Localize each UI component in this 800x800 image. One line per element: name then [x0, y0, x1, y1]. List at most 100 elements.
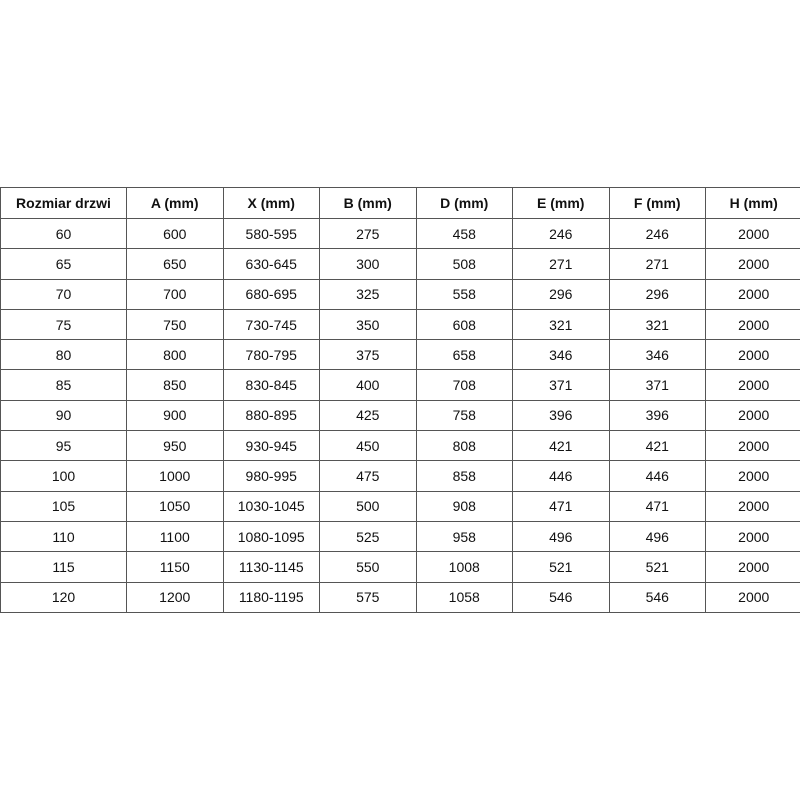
- table-cell: 1130-1145: [222, 551, 320, 583]
- table-row: 75 750 730-745 350 608 321 321 2000: [0, 308, 800, 341]
- table-cell: 1100: [126, 520, 224, 553]
- table-cell: 2000: [705, 430, 800, 462]
- table-cell: 396: [608, 399, 706, 432]
- table-cell: 580-595: [222, 217, 320, 250]
- table-cell: 65: [0, 248, 127, 280]
- table-cell: 2000: [705, 339, 800, 371]
- table-row: 115 1150 1130-1145 550 1008 521 521 2000: [0, 551, 800, 583]
- table-cell: 650: [126, 248, 224, 280]
- table-cell: 830-845: [222, 369, 320, 401]
- table-cell: 446: [512, 460, 610, 492]
- table-cell: 730-745: [222, 308, 320, 341]
- table-cell: 2000: [705, 278, 800, 310]
- table-cell: 321: [608, 308, 706, 341]
- table-cell: 371: [512, 369, 610, 401]
- table-row: 60 600 580-595 275 458 246 246 2000: [0, 217, 800, 250]
- table-cell: 1080-1095: [222, 520, 320, 553]
- table-cell: 120: [0, 581, 127, 613]
- table-cell: 496: [608, 520, 706, 553]
- table-cell: 1200: [126, 581, 224, 613]
- table-row: 65 650 630-645 300 508 271 271 2000: [0, 248, 800, 280]
- table-cell: 521: [608, 551, 706, 583]
- column-header: H (mm): [705, 187, 800, 219]
- table-cell: 546: [608, 581, 706, 613]
- table-cell: 421: [608, 430, 706, 462]
- table-cell: 600: [126, 217, 224, 250]
- table-cell: 1050: [126, 490, 224, 522]
- table-row: 90 900 880-895 425 758 396 396 2000: [0, 399, 800, 432]
- column-header: F (mm): [608, 187, 706, 219]
- column-header: A (mm): [126, 187, 224, 219]
- table-cell: 2000: [705, 399, 800, 432]
- table-cell: 1000: [126, 460, 224, 492]
- column-header: D (mm): [415, 187, 513, 219]
- table-cell: 350: [319, 308, 417, 341]
- table-cell: 1058: [415, 581, 513, 613]
- table-cell: 246: [512, 217, 610, 250]
- table-cell: 300: [319, 248, 417, 280]
- table-cell: 658: [415, 339, 513, 371]
- table-cell: 421: [512, 430, 610, 462]
- table-cell: 271: [608, 248, 706, 280]
- table-cell: 471: [608, 490, 706, 522]
- table-cell: 105: [0, 490, 127, 522]
- table-cell: 100: [0, 460, 127, 492]
- table-cell: 2000: [705, 248, 800, 280]
- table-cell: 500: [319, 490, 417, 522]
- table-cell: 271: [512, 248, 610, 280]
- table-cell: 908: [415, 490, 513, 522]
- table-row: 110 1100 1080-1095 525 958 496 496 2000: [0, 520, 800, 553]
- table-cell: 2000: [705, 217, 800, 250]
- table-cell: 858: [415, 460, 513, 492]
- table-cell: 400: [319, 369, 417, 401]
- table-cell: 900: [126, 399, 224, 432]
- table-cell: 1180-1195: [222, 581, 320, 613]
- table-cell: 95: [0, 430, 127, 462]
- table-cell: 446: [608, 460, 706, 492]
- table-cell: 80: [0, 339, 127, 371]
- table-row: 70 700 680-695 325 558 296 296 2000: [0, 278, 800, 310]
- table-row: 95 950 930-945 450 808 421 421 2000: [0, 430, 800, 462]
- table-cell: 70: [0, 278, 127, 310]
- table-cell: 700: [126, 278, 224, 310]
- table-cell: 496: [512, 520, 610, 553]
- table-cell: 346: [512, 339, 610, 371]
- table-cell: 296: [512, 278, 610, 310]
- column-header: B (mm): [319, 187, 417, 219]
- table-cell: 1150: [126, 551, 224, 583]
- table-cell: 458: [415, 217, 513, 250]
- table-cell: 371: [608, 369, 706, 401]
- table-cell: 2000: [705, 369, 800, 401]
- table-cell: 246: [608, 217, 706, 250]
- table-row: 85 850 830-845 400 708 371 371 2000: [0, 369, 800, 401]
- table-cell: 950: [126, 430, 224, 462]
- table-cell: 575: [319, 581, 417, 613]
- table-cell: 75: [0, 308, 127, 341]
- table-cell: 475: [319, 460, 417, 492]
- table-row: 120 1200 1180-1195 575 1058 546 546 2000: [0, 581, 800, 613]
- table-cell: 630-645: [222, 248, 320, 280]
- table-cell: 930-945: [222, 430, 320, 462]
- table-cell: 525: [319, 520, 417, 553]
- table-cell: 958: [415, 520, 513, 553]
- table-cell: 2000: [705, 581, 800, 613]
- column-header: E (mm): [512, 187, 610, 219]
- table-cell: 60: [0, 217, 127, 250]
- dimensions-table: Rozmiar drzwi A (mm) X (mm) B (mm) D (mm) E (…: [0, 187, 800, 613]
- table-cell: 115: [0, 551, 127, 583]
- table-cell: 396: [512, 399, 610, 432]
- table-cell: 546: [512, 581, 610, 613]
- table-cell: 750: [126, 308, 224, 341]
- table-cell: 1008: [415, 551, 513, 583]
- table-cell: 980-995: [222, 460, 320, 492]
- table-cell: 2000: [705, 308, 800, 341]
- table-cell: 508: [415, 248, 513, 280]
- table-cell: 680-695: [222, 278, 320, 310]
- table-cell: 275: [319, 217, 417, 250]
- table-cell: 758: [415, 399, 513, 432]
- table-cell: 471: [512, 490, 610, 522]
- table-cell: 2000: [705, 490, 800, 522]
- table-cell: 1030-1045: [222, 490, 320, 522]
- table-cell: 521: [512, 551, 610, 583]
- header-row: Rozmiar drzwi A (mm) X (mm) B (mm) D (mm) E (…: [0, 187, 800, 219]
